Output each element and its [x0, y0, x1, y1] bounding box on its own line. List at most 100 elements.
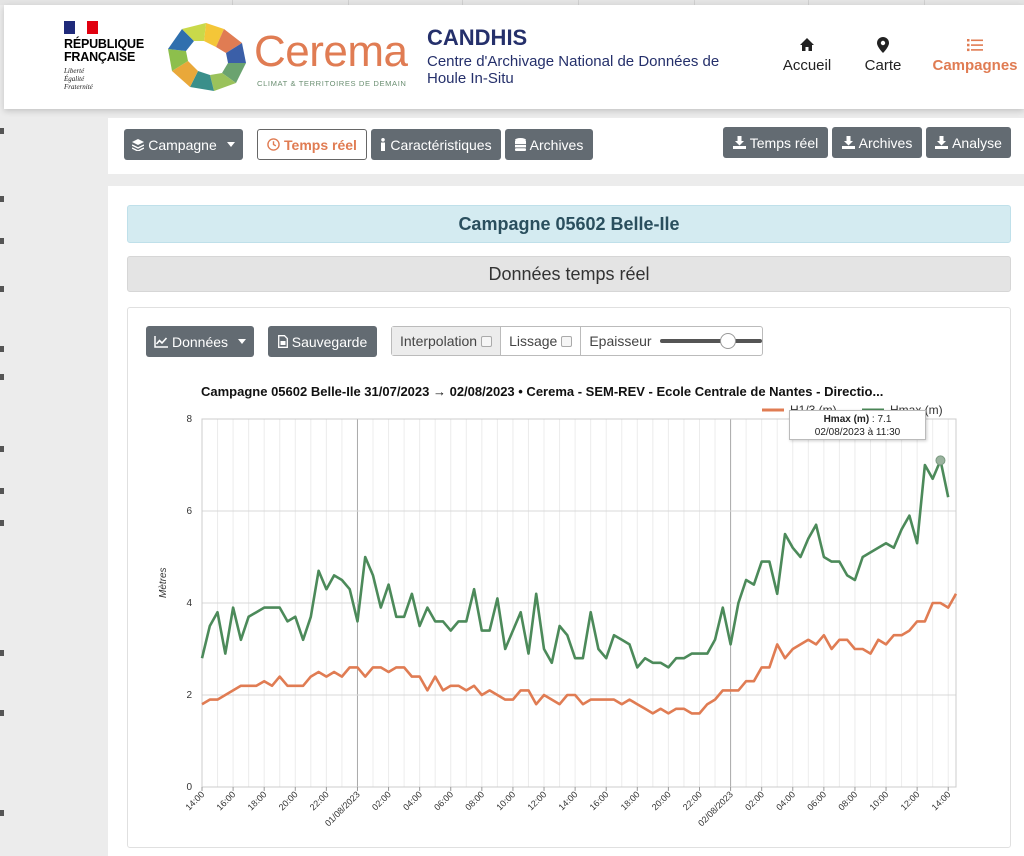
interpolation-toggle[interactable]: Interpolation	[392, 327, 502, 355]
y-tick-label: 2	[186, 690, 192, 701]
nav-campagnes[interactable]: Campagnes	[926, 37, 1024, 74]
x-tick-label: 20:00	[650, 789, 673, 812]
browser-tab-strip	[0, 0, 1024, 5]
download-icon	[732, 136, 746, 149]
site-header: RÉPUBLIQUE FRANÇAISE Liberté Égalité Fra…	[4, 5, 1024, 109]
nav-campagnes-label: Campagnes	[932, 57, 1018, 74]
donnees-label: Données	[171, 333, 229, 350]
archives-label: Archives	[529, 136, 584, 153]
nav-accueil[interactable]: Accueil	[776, 37, 838, 74]
line-chart-icon	[154, 335, 168, 348]
x-tick-label: 02:00	[743, 789, 766, 812]
x-tick-label: 22:00	[681, 789, 704, 812]
x-tick-label: 02:00	[370, 789, 393, 812]
series-line-h13	[201, 593, 958, 715]
gov-motto: Liberté Égalité Fraternité	[64, 67, 93, 91]
gov-line2: FRANÇAISE	[64, 50, 136, 64]
list-icon	[967, 39, 983, 52]
x-tick-label: 06:00	[432, 789, 455, 812]
campaign-title: Campagne 05602 Belle-Ile	[127, 205, 1011, 243]
download-archives-button[interactable]: Archives	[832, 127, 922, 158]
donnees-dropdown-button[interactable]: Données	[146, 326, 254, 357]
x-tick-label: 12:00	[899, 789, 922, 812]
tooltip-value: : 7.1	[869, 414, 892, 425]
cerema-wordmark: Cerema	[254, 27, 408, 76]
lissage-checkbox[interactable]	[561, 335, 573, 347]
left-edge-fragment	[0, 110, 6, 856]
sauvegarde-label: Sauvegarde	[291, 333, 368, 350]
chart-options-group: Interpolation Lissage Epaisseur	[391, 326, 763, 356]
x-tick-label: 14:00	[557, 789, 580, 812]
download-analyse-button[interactable]: Analyse	[926, 127, 1011, 158]
tooltip-date: 02/08/2023 à 11:30	[814, 427, 901, 438]
republique-francaise-logo: RÉPUBLIQUE FRANÇAISE Liberté Égalité Fra…	[64, 21, 154, 101]
chevron-down-icon	[226, 142, 235, 147]
layers-icon	[132, 138, 145, 151]
nav-carte[interactable]: Carte	[856, 37, 910, 74]
caracteristiques-label: Caractéristiques	[390, 136, 492, 153]
download-archives-label: Archives	[858, 134, 913, 151]
x-tick-label: 06:00	[805, 789, 828, 812]
epaisseur-control: Epaisseur	[581, 327, 769, 355]
section-title: Données temps réel	[127, 256, 1011, 292]
y-tick-label: 6	[186, 506, 192, 517]
x-tick-label: 14:00	[930, 789, 953, 812]
download-temps-reel-label: Temps réel	[749, 134, 819, 151]
nav-carte-label: Carte	[864, 57, 902, 74]
highlighted-point	[935, 455, 946, 466]
series-line-hmax	[200, 459, 950, 669]
site-subtitle: Centre d'Archivage National de Données d…	[427, 53, 720, 87]
x-tick-label: 10:00	[494, 789, 517, 812]
temps-reel-button[interactable]: Temps réel	[257, 129, 367, 160]
x-tick-label: 18:00	[619, 789, 642, 812]
lissage-toggle[interactable]: Lissage	[501, 327, 582, 355]
y-tick-label: 4	[186, 598, 192, 609]
chevron-down-icon	[238, 339, 247, 344]
chart-card	[127, 307, 1011, 848]
gov-line1: RÉPUBLIQUE	[64, 37, 144, 51]
database-icon	[514, 138, 526, 151]
french-flag-icon	[64, 21, 98, 34]
home-icon	[800, 38, 814, 51]
x-tick-label: 08:00	[463, 789, 486, 812]
cerema-tagline: CLIMAT & TERRITOIRES DE DEMAIN	[257, 79, 407, 88]
x-tick-label: 04:00	[401, 789, 424, 812]
x-tick-label: 12:00	[525, 789, 548, 812]
file-icon	[277, 335, 288, 348]
sauvegarde-button[interactable]: Sauvegarde	[268, 326, 377, 357]
slider-track	[659, 339, 762, 343]
archives-button[interactable]: Archives	[505, 129, 593, 160]
plot-border	[201, 418, 957, 788]
info-icon	[381, 138, 386, 151]
campagne-dropdown-button[interactable]: Campagne	[124, 129, 243, 160]
epaisseur-label: Epaisseur	[589, 333, 652, 349]
interpolation-checkbox[interactable]	[481, 335, 493, 347]
slider-thumb[interactable]	[719, 333, 736, 349]
tooltip-series: Hmax (m)	[823, 414, 870, 425]
x-tick-label: 10:00	[867, 789, 890, 812]
download-analyse-label: Analyse	[952, 134, 1002, 151]
epaisseur-slider[interactable]	[659, 333, 762, 349]
download-temps-reel-button[interactable]: Temps réel	[723, 127, 828, 158]
site-title: CANDHIS	[427, 25, 528, 50]
download-icon	[935, 136, 949, 149]
lissage-label: Lissage	[509, 333, 558, 349]
chart-title: Campagne 05602 Belle-Ile 31/07/2023 → 02…	[201, 384, 884, 399]
caracteristiques-button[interactable]: Caractéristiques	[371, 129, 501, 160]
y-tick-label: 0	[186, 782, 192, 793]
x-tick-label: 08:00	[836, 789, 859, 812]
y-tick-label: 8	[186, 414, 192, 425]
x-tick-label: 20:00	[277, 789, 300, 812]
x-tick-label: 16:00	[215, 789, 238, 812]
campagne-label: Campagne	[148, 136, 217, 153]
x-tick-label: 16:00	[588, 789, 611, 812]
temps-reel-label: Temps réel	[284, 136, 357, 153]
x-tick-label: 04:00	[774, 789, 797, 812]
cerema-logo-icon	[168, 23, 246, 91]
clock-icon	[267, 138, 280, 151]
map-marker-icon	[877, 37, 889, 53]
nav-accueil-label: Accueil	[782, 57, 832, 74]
x-tick-label: 22:00	[308, 789, 331, 812]
download-icon	[841, 136, 855, 149]
